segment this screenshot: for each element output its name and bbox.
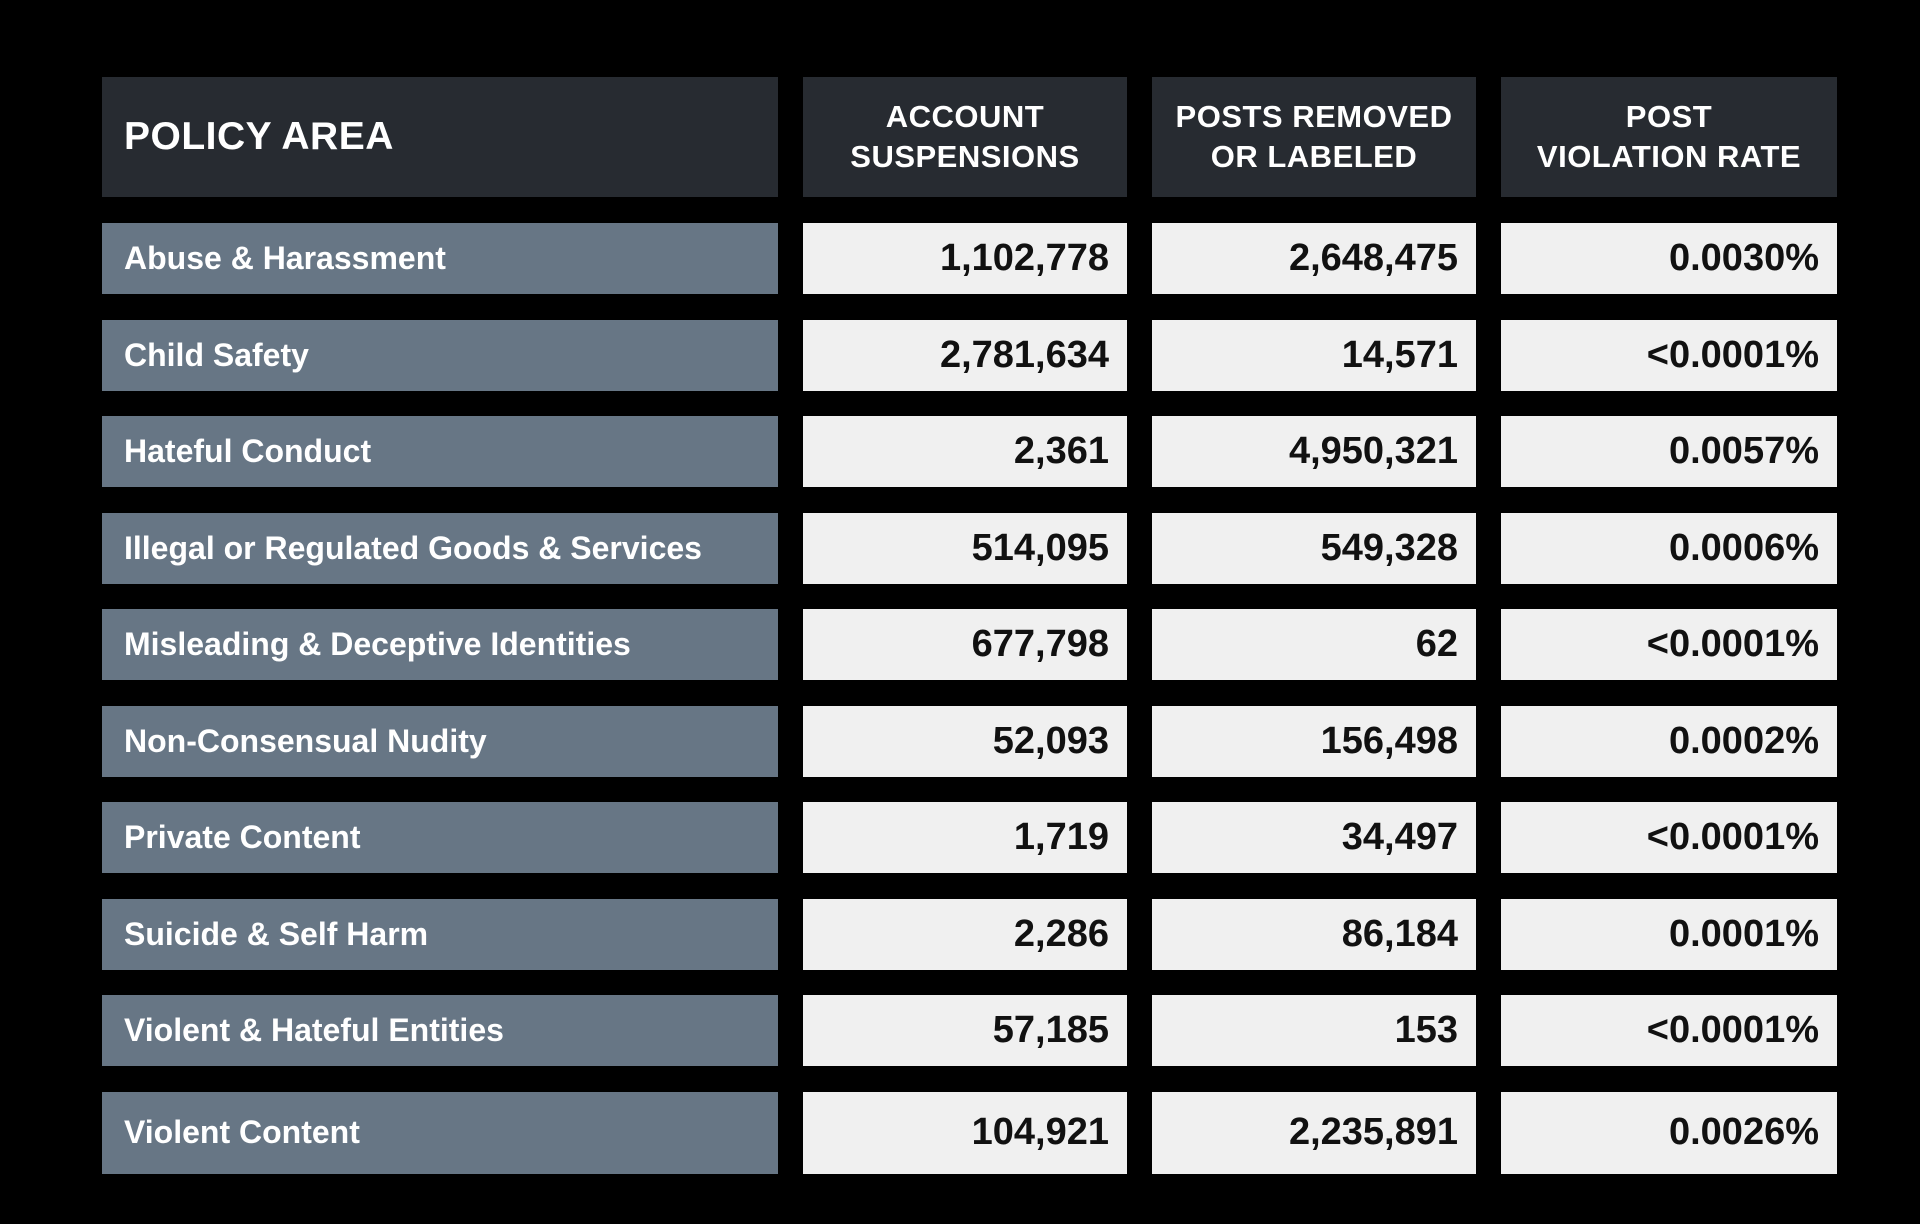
account-suspensions-cell: 52,093 [803,705,1127,777]
policy-area-cell: Non-Consensual Nudity [102,705,778,777]
table-row: Abuse & Harassment 1,102,778 2,648,475 0.00… [102,223,1837,294]
policy-area-cell: Illegal or Regulated Goods & Services [102,512,778,584]
account-suspensions-cell: 2,286 [803,898,1127,970]
policy-area-cell: Misleading & Deceptive Identities [102,609,778,680]
posts-removed-cell: 2,648,475 [1152,223,1476,294]
header-policy-area: POLICY AREA [102,77,778,197]
policy-area-cell: Violent Content [102,1091,778,1174]
header-account-suspensions: ACCOUNT SUSPENSIONS [803,77,1127,197]
posts-removed-cell: 14,571 [1152,319,1476,391]
account-suspensions-cell: 2,781,634 [803,319,1127,391]
table-row: Child Safety 2,781,634 14,571 <0.0001% [102,319,1837,391]
table-row: Violent & Hateful Entities 57,185 153 <0.00… [102,995,1837,1066]
account-suspensions-cell: 104,921 [803,1091,1127,1174]
table-row: Violent Content 104,921 2,235,891 0.0026% [102,1091,1837,1174]
violation-rate-cell: <0.0001% [1501,995,1837,1066]
table-row: Hateful Conduct 2,361 4,950,321 0.0057% [102,416,1837,487]
table-row: Private Content 1,719 34,497 <0.0001% [102,802,1837,873]
violation-rate-cell: 0.0030% [1501,223,1837,294]
table-row: Suicide & Self Harm 2,286 86,184 0.0001% [102,898,1837,970]
header-text: POSTS REMOVED OR LABELED [1175,99,1453,174]
posts-removed-cell: 4,950,321 [1152,416,1476,487]
violation-rate-cell: <0.0001% [1501,319,1837,391]
violation-rate-cell: 0.0026% [1501,1091,1837,1174]
violation-rate-cell: 0.0002% [1501,705,1837,777]
policy-area-cell: Violent & Hateful Entities [102,995,778,1066]
header-posts-removed: POSTS REMOVED OR LABELED [1152,77,1476,197]
table-row: Illegal or Regulated Goods & Services 514… [102,512,1837,584]
table-row: Misleading & Deceptive Identities 677,798… [102,609,1837,680]
policy-area-cell: Private Content [102,802,778,873]
header-text: ACCOUNT SUSPENSIONS [850,99,1080,174]
table-row: Non-Consensual Nudity 52,093 156,498 0.0002… [102,705,1837,777]
policy-area-cell: Hateful Conduct [102,416,778,487]
violation-rate-cell: <0.0001% [1501,802,1837,873]
policy-area-cell: Child Safety [102,319,778,391]
account-suspensions-cell: 1,719 [803,802,1127,873]
header-text: POST VIOLATION RATE [1536,99,1802,174]
violation-rate-cell: 0.0057% [1501,416,1837,487]
header-violation-rate: POST VIOLATION RATE [1501,77,1837,197]
violation-rate-cell: <0.0001% [1501,609,1837,680]
account-suspensions-cell: 2,361 [803,416,1127,487]
account-suspensions-cell: 677,798 [803,609,1127,680]
posts-removed-cell: 34,497 [1152,802,1476,873]
policy-area-cell: Abuse & Harassment [102,223,778,294]
policy-table: POLICY AREA ACCOUNT SUSPENSIONS POSTS RE… [102,77,1837,1174]
account-suspensions-cell: 514,095 [803,512,1127,584]
posts-removed-cell: 549,328 [1152,512,1476,584]
posts-removed-cell: 62 [1152,609,1476,680]
header-row: POLICY AREA ACCOUNT SUSPENSIONS POSTS RE… [102,77,1837,197]
violation-rate-cell: 0.0001% [1501,898,1837,970]
account-suspensions-cell: 1,102,778 [803,223,1127,294]
posts-removed-cell: 2,235,891 [1152,1091,1476,1174]
account-suspensions-cell: 57,185 [803,995,1127,1066]
posts-removed-cell: 156,498 [1152,705,1476,777]
policy-area-cell: Suicide & Self Harm [102,898,778,970]
violation-rate-cell: 0.0006% [1501,512,1837,584]
posts-removed-cell: 86,184 [1152,898,1476,970]
posts-removed-cell: 153 [1152,995,1476,1066]
